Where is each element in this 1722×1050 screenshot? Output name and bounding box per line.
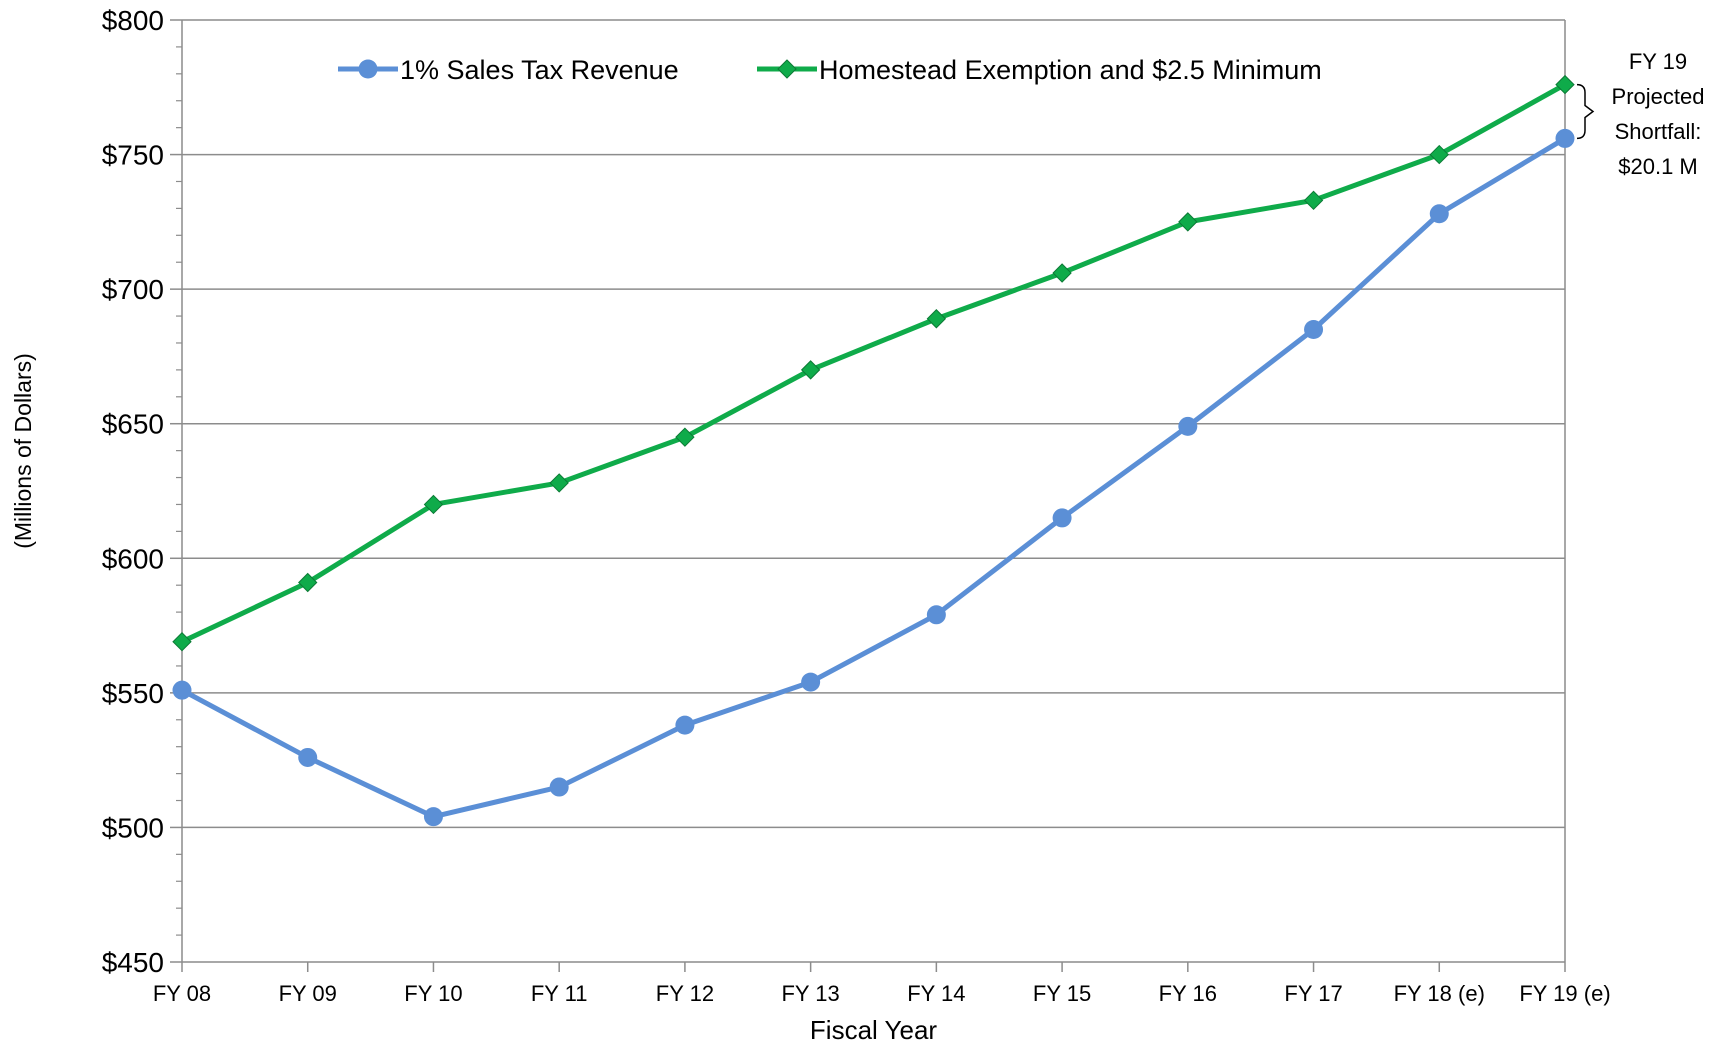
x-tick-label: FY 19 (e) xyxy=(1519,981,1610,1006)
y-tick-label: $600 xyxy=(102,543,164,574)
series-group xyxy=(172,74,1575,827)
data-point xyxy=(926,605,946,625)
data-point xyxy=(1052,508,1072,528)
y-tick-label: $650 xyxy=(102,409,164,440)
legend: 1% Sales Tax Revenue Homestead Exemption … xyxy=(338,55,1322,85)
y-tick-label: $750 xyxy=(102,140,164,171)
data-point xyxy=(800,360,821,380)
data-point xyxy=(172,680,192,700)
x-tick-label: FY 16 xyxy=(1159,981,1217,1006)
y-tick-label: $700 xyxy=(102,274,164,305)
x-tick-label: FY 09 xyxy=(279,981,337,1006)
data-point xyxy=(1178,212,1198,232)
y-tick-label: $450 xyxy=(102,947,164,978)
shortfall-bracket xyxy=(1576,83,1595,140)
x-tick-label: FY 08 xyxy=(153,981,211,1006)
data-point xyxy=(423,494,444,515)
legend-marker xyxy=(777,59,797,79)
y-tick-labels: $450 $500 $550 $600 $650 $700 $750 $800 xyxy=(102,5,164,978)
axes xyxy=(170,19,1566,972)
data-point xyxy=(1052,263,1072,283)
x-tick-label: FY 14 xyxy=(907,981,965,1006)
data-point xyxy=(1555,128,1575,148)
data-point xyxy=(1178,416,1198,436)
data-point xyxy=(298,572,318,593)
data-point xyxy=(1555,74,1575,95)
x-tick-label: FY 17 xyxy=(1284,981,1342,1006)
data-point xyxy=(926,309,947,329)
annotation-line: $20.1 M xyxy=(1618,154,1698,179)
annotation-line: Projected xyxy=(1612,84,1705,109)
x-tick-label: FY 13 xyxy=(781,981,839,1006)
data-point xyxy=(1304,320,1324,340)
shortfall-annotation: FY 19 Projected Shortfall: $20.1 M xyxy=(1576,49,1705,179)
y-tick-label: $550 xyxy=(102,678,164,709)
y-tick-label: $500 xyxy=(102,812,164,843)
x-axis-title: Fiscal Year xyxy=(810,1015,938,1045)
data-point xyxy=(423,807,443,827)
data-point xyxy=(675,715,695,735)
data-point xyxy=(1429,204,1449,224)
data-point xyxy=(549,777,569,797)
x-tick-label: FY 15 xyxy=(1033,981,1091,1006)
gridlines xyxy=(182,19,1565,829)
series-line-1 xyxy=(180,136,1567,820)
data-point xyxy=(1303,190,1324,211)
data-point xyxy=(675,427,695,447)
annotation-line: FY 19 xyxy=(1629,49,1687,74)
y-tick-label: $800 xyxy=(102,5,164,36)
series-line-2 xyxy=(180,82,1567,644)
legend-label: 1% Sales Tax Revenue xyxy=(400,55,679,85)
data-point xyxy=(549,473,569,493)
data-point xyxy=(1429,144,1449,165)
x-tick-labels: FY 08 FY 09 FY 10 FY 11 FY 12 FY 13 FY 14 FY 15… xyxy=(153,981,1611,1006)
data-point xyxy=(801,672,821,692)
x-tick-label: FY 18 (e) xyxy=(1394,981,1485,1006)
x-tick-label: FY 10 xyxy=(404,981,462,1006)
data-point xyxy=(172,632,192,652)
legend-marker xyxy=(358,59,378,79)
x-tick-label: FY 11 xyxy=(531,981,588,1006)
annotation-line: Shortfall: xyxy=(1615,119,1702,144)
x-tick-label: FY 12 xyxy=(656,981,714,1006)
legend-label: Homestead Exemption and $2.5 Minimum xyxy=(819,55,1322,85)
data-point xyxy=(298,747,318,767)
y-axis-title: (Millions of Dollars) xyxy=(10,353,36,549)
